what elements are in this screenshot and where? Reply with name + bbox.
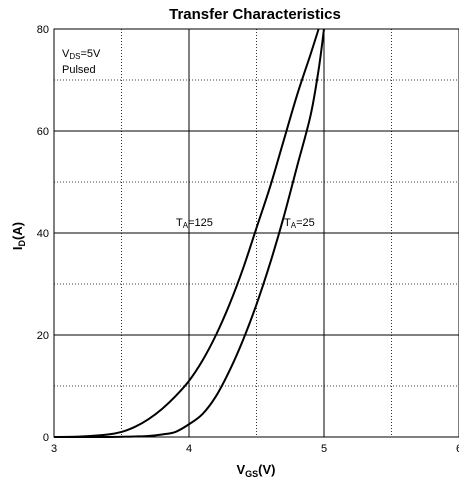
y-axis-label-main: I: [10, 246, 25, 250]
condition-vds-sub: DS: [69, 52, 80, 61]
x-tick-label: 4: [186, 443, 192, 455]
y-tick-label: 0: [43, 432, 49, 444]
condition-vds-value: =5V: [80, 48, 101, 60]
x-tick-label: 5: [321, 443, 327, 455]
series-label-125-main: T: [176, 217, 183, 229]
y-tick-label: 80: [37, 24, 49, 36]
plot-frame: [53, 28, 459, 438]
series-label-25-main: T: [284, 217, 291, 229]
series-label-25: TA=25: [284, 217, 315, 230]
y-tick-label: 40: [37, 228, 49, 240]
x-tick-label: 6: [456, 443, 459, 455]
series-label-25-value: =25: [296, 217, 315, 229]
x-axis-label-unit: (V): [258, 462, 275, 477]
series-label-125-value: =125: [188, 217, 213, 229]
y-axis-label: ID(A): [10, 222, 27, 250]
series-line-1: [53, 28, 325, 439]
series-lines: [53, 28, 325, 439]
y-axis-label-sub: D: [17, 239, 27, 246]
series-label-25-sub: A: [291, 221, 297, 230]
tick-labels: 3456020406080: [37, 24, 459, 455]
x-axis-label-sub: GS: [245, 469, 258, 479]
x-axis-label-main: V: [236, 462, 245, 477]
chart-title: Transfer Characteristics: [169, 6, 341, 23]
y-axis-label-unit: (A): [10, 222, 25, 240]
series-line-0: [53, 28, 320, 438]
series-label-125: TA=125: [176, 217, 213, 230]
grid: [54, 29, 459, 437]
y-tick-label: 60: [37, 126, 49, 138]
series-label-125-sub: A: [183, 221, 189, 230]
condition-vds: VDS=5V: [62, 48, 101, 61]
x-axis-label: VGS(V): [236, 462, 275, 479]
condition-pulsed: Pulsed: [62, 64, 96, 76]
y-tick-label: 20: [37, 330, 49, 342]
x-tick-label: 3: [51, 443, 57, 455]
condition-vds-main: V: [62, 48, 70, 60]
